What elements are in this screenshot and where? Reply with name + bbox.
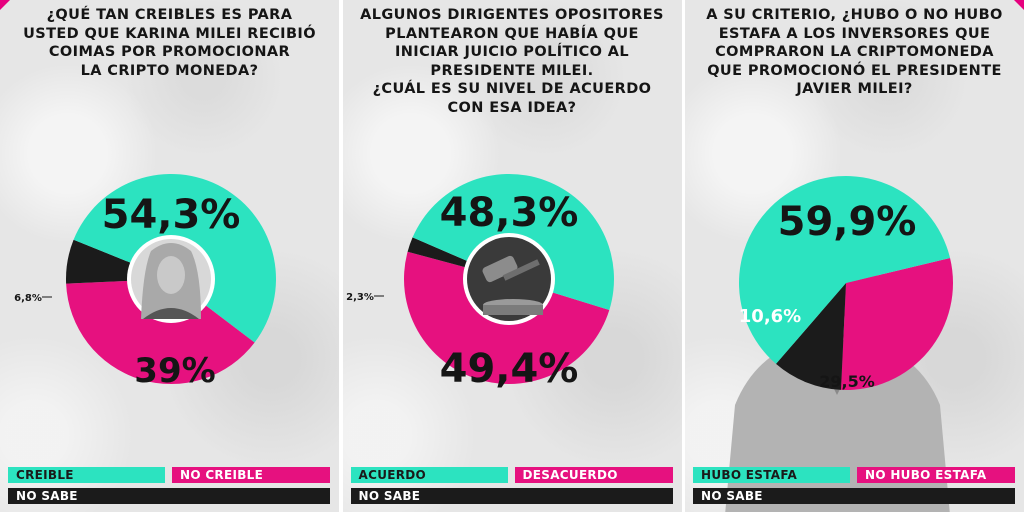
data-label-desacuerdo: 49,4% [439, 346, 578, 392]
corner-accent [0, 0, 10, 10]
donut-chart: 59,9% 29,5% 10,6% [739, 175, 953, 391]
question-title: A SU CRITERIO, ¿HUBO O NO HUBO ESTAFA A … [706, 7, 1003, 97]
data-label-creible: 54,3% [102, 192, 241, 238]
legend-item-acuerdo: ACUERDO [350, 467, 508, 483]
corner-accent [1014, 0, 1024, 10]
data-label-hubo-estafa: 59,9% [778, 199, 917, 245]
question-title: ¿QUÉ TAN CREIBLES ES PARA USTED QUE KARI… [23, 7, 316, 79]
donut-chart: 48,3% 49,4% 2,3% [346, 173, 614, 392]
legend-item-desacuerdo: DESACUERDO [514, 467, 673, 483]
data-label-acuerdo: 48,3% [439, 190, 578, 236]
legend-item-no-creible: NO CREIBLE [172, 467, 330, 483]
data-label-no-sabe: 10,6% [739, 306, 801, 327]
donut-slice-no-sabe [775, 283, 846, 390]
donut-slice-no-hubo-estafa [840, 258, 953, 390]
data-label-no-sabe: 6,8% [14, 293, 42, 304]
gavel-icon [466, 237, 551, 321]
legend-item-no-sabe: NO SABE [8, 488, 330, 504]
donut-slice-no-creible [66, 279, 255, 385]
poll-panel-3: A SU CRITERIO, ¿HUBO O NO HUBO ESTAFA A … [685, 0, 1024, 512]
donut-slice-hubo-estafa [739, 175, 951, 364]
woman-portrait-icon [131, 239, 211, 319]
donut-chart: 54,3% 39% 6,8% [14, 173, 276, 391]
data-label-no-sabe: 2,3% [346, 292, 374, 303]
poll-panel-1: ¿QUÉ TAN CREIBLES ES PARA USTED QUE KARI… [0, 0, 339, 512]
data-label-no-creible: 39% [134, 351, 215, 391]
question-title: ALGUNOS DIRIGENTES OPOSITORES PLANTEARON… [360, 7, 664, 116]
poll-panel-2: ALGUNOS DIRIGENTES OPOSITORES PLANTEARON… [342, 0, 682, 512]
legend-item-no-sabe: NO SABE [693, 488, 1015, 504]
legend-item-no-sabe: NO SABE [350, 488, 673, 504]
legend-item-hubo-estafa: HUBO ESTAFA [693, 467, 850, 483]
legend-item-creible: CREIBLE [8, 467, 165, 483]
data-label-no-hubo-estafa: 29,5% [819, 372, 875, 391]
legend-item-no-hubo-estafa: NO HUBO ESTAFA [857, 467, 1015, 483]
